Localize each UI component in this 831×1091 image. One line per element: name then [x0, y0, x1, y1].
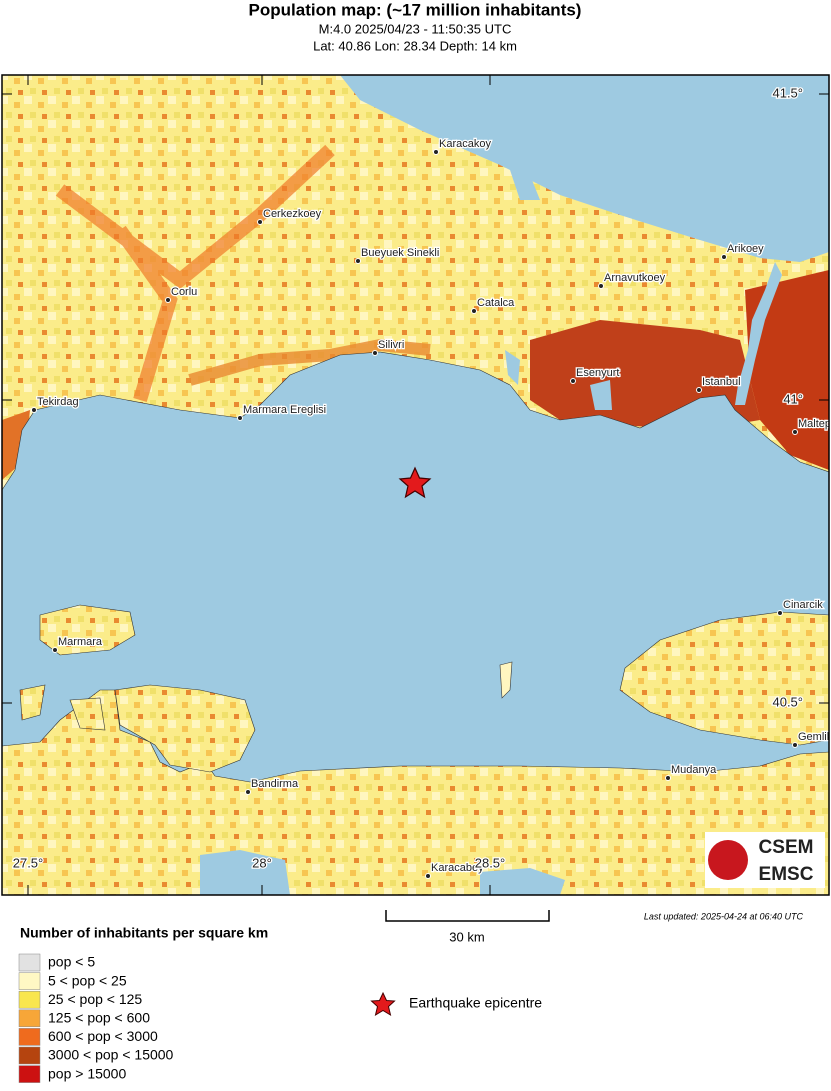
legend-epicentre: Earthquake epicentre [409, 995, 542, 1011]
legend-title: Number of inhabitants per square km [20, 925, 268, 941]
map-area: Karacakoy Cerkezkoey Bueyuek Sinekli Corlu C… [2, 75, 831, 895]
place-dot [666, 776, 671, 781]
place-label: Catalca [477, 297, 515, 309]
logo: CSEM EMSC [705, 832, 825, 888]
legend-swatch [19, 1010, 40, 1027]
place-dot [356, 259, 361, 264]
scale-label: 30 km [449, 929, 484, 944]
legend-label: 3000 < pop < 15000 [48, 1047, 174, 1063]
legend-label: pop < 5 [48, 954, 95, 970]
logo-globe [708, 840, 748, 880]
lat-label: 40.5° [772, 694, 803, 709]
location-line: Lat: 40.86 Lon: 28.34 Depth: 14 km [313, 38, 517, 53]
place-label: Corlu [171, 286, 197, 298]
place-label: Gemlik [798, 731, 831, 743]
place-label: Silivri [378, 339, 404, 351]
place-dot [426, 874, 431, 879]
logo-text: CSEM [759, 837, 814, 858]
place-label: Bandirma [251, 778, 299, 790]
map-title: Population map: (~17 million inhabitants… [249, 0, 582, 19]
place-dot [53, 648, 58, 653]
place-dot [238, 416, 243, 421]
place-dot [778, 611, 783, 616]
place-dot [472, 309, 477, 314]
legend: pop < 5 5 < pop < 25 25 < pop < 125 125 < p… [19, 954, 174, 1083]
place-label: Bueyuek Sinekli [361, 247, 439, 259]
place-label: Cerkezkoey [263, 208, 322, 220]
place-label: Arikoey [727, 243, 764, 255]
place-label: Marmara [58, 636, 103, 648]
legend-label: pop > 15000 [48, 1065, 126, 1081]
lon-label: 27.5° [13, 855, 44, 870]
place-dot [599, 284, 604, 289]
legend-swatch [19, 991, 40, 1008]
place-label: Marmara Ereglisi [243, 404, 326, 416]
event-line: M:4.0 2025/04/23 - 11:50:35 UTC [319, 21, 512, 36]
legend-label: 25 < pop < 125 [48, 991, 142, 1007]
place-dot [793, 430, 798, 435]
place-dot [246, 790, 251, 795]
place-dot [32, 408, 37, 413]
place-dot [793, 743, 798, 748]
legend-swatch [19, 1066, 40, 1083]
place-label: Arnavutkoey [604, 272, 666, 284]
place-label: Istanbul [702, 376, 741, 388]
place-label: Karacakoy [439, 138, 491, 150]
place-label: Tekirdag [37, 396, 79, 408]
place-label: Maltepe [798, 418, 831, 430]
legend-swatch [19, 954, 40, 971]
lon-label: 28.5° [475, 855, 506, 870]
lon-label: 28° [252, 855, 272, 870]
place-dot [373, 351, 378, 356]
place-label: Esenyurt [576, 367, 619, 379]
place-dot [697, 388, 702, 393]
lat-label: 41° [783, 391, 803, 406]
logo-text: EMSC [759, 864, 814, 885]
legend-swatch [19, 973, 40, 990]
scale-bar [386, 910, 549, 921]
place-dot [258, 220, 263, 225]
legend-label: 600 < pop < 3000 [48, 1028, 158, 1044]
place-dot [722, 255, 727, 260]
place-label: Cinarcik [783, 599, 823, 611]
legend-label: 125 < pop < 600 [48, 1010, 150, 1026]
updated: Last updated: 2025-04-24 at 06:40 UTC [644, 911, 804, 921]
legend-star [372, 993, 395, 1015]
place-dot [166, 298, 171, 303]
lat-label: 41.5° [772, 85, 803, 100]
place-dot [434, 150, 439, 155]
legend-label: 5 < pop < 25 [48, 972, 127, 988]
legend-swatch [19, 1028, 40, 1045]
place-dot [571, 379, 576, 384]
place-label: Mudanya [671, 764, 717, 776]
legend-swatch [19, 1047, 40, 1064]
